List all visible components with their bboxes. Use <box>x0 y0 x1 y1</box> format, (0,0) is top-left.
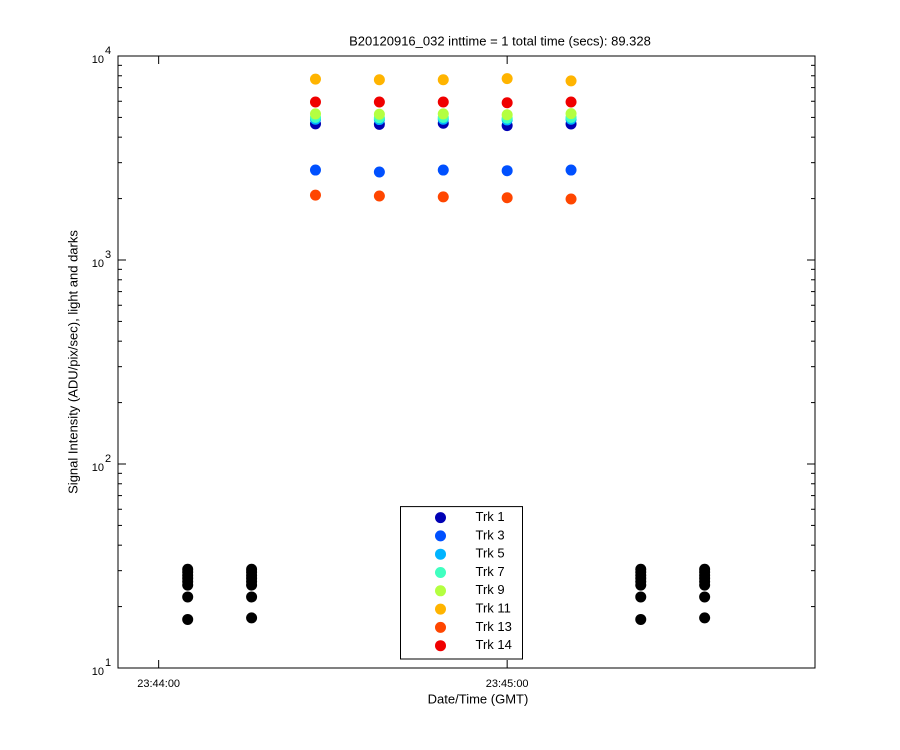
light-point <box>309 189 321 201</box>
legend-label: Trk 9 <box>476 582 505 597</box>
light-point <box>437 191 449 203</box>
legend-marker <box>435 603 446 615</box>
light-point <box>309 96 321 108</box>
chart-title: B20120916_032 inttime = 1 total time (se… <box>349 33 651 48</box>
light-point <box>373 166 385 178</box>
legend-marker <box>435 585 446 597</box>
legend-marker <box>435 567 446 578</box>
light-point <box>565 164 577 176</box>
y-axis-label: Signal Intensity (ADU/pix/sec), light an… <box>65 230 80 494</box>
light-point <box>565 108 577 120</box>
light-point <box>437 164 449 176</box>
y-tick-label: 10 <box>92 54 104 66</box>
y-tick-label: 10 <box>92 666 104 678</box>
legend-label: Trk 13 <box>476 619 512 634</box>
dark-point <box>182 579 194 591</box>
light-point <box>565 193 577 205</box>
legend-label: Trk 5 <box>476 546 505 561</box>
legend-label: Trk 11 <box>476 601 511 616</box>
x-axis-label: Date/Time (GMT) <box>428 691 529 706</box>
light-point <box>501 97 513 109</box>
light-point <box>309 73 321 85</box>
legend-label: Trk 1 <box>476 509 505 524</box>
y-tick-exponent: 3 <box>105 249 111 261</box>
legend-label: Trk 14 <box>476 637 512 652</box>
dark-point <box>635 579 647 591</box>
dark-point <box>699 612 711 624</box>
legend-box <box>400 506 523 660</box>
dark-point <box>635 591 647 603</box>
light-point <box>565 96 577 108</box>
y-tick-exponent: 2 <box>105 453 111 465</box>
x-tick-label: 23:45:00 <box>486 678 529 690</box>
y-tick-exponent: 4 <box>105 45 111 57</box>
light-point <box>501 192 513 204</box>
dark-point <box>182 613 194 625</box>
light-point <box>373 74 385 86</box>
y-tick-label: 10 <box>92 258 104 270</box>
light-point <box>373 96 385 108</box>
legend-marker <box>435 548 446 560</box>
x-tick-label: 23:44:00 <box>137 678 180 690</box>
light-point <box>501 165 513 177</box>
light-point <box>501 109 513 121</box>
legend-marker <box>435 530 446 542</box>
dark-point <box>246 612 258 624</box>
light-point <box>309 164 321 176</box>
light-point <box>565 75 577 87</box>
legend-label: Trk 7 <box>476 564 505 579</box>
legend-label: Trk 3 <box>476 527 505 542</box>
dark-point <box>246 591 258 603</box>
light-point <box>437 96 449 108</box>
light-point <box>437 108 449 120</box>
light-point <box>501 73 513 85</box>
y-tick-exponent: 1 <box>105 657 111 669</box>
light-point <box>309 108 321 120</box>
light-point <box>373 108 385 120</box>
y-tick-label: 10 <box>92 462 104 474</box>
legend-marker <box>435 640 446 652</box>
legend-marker <box>435 621 446 633</box>
dark-point <box>699 579 711 591</box>
dark-point <box>182 591 194 603</box>
dark-point <box>635 613 647 625</box>
light-point <box>373 190 385 202</box>
dark-point <box>246 579 258 591</box>
legend-marker <box>435 512 446 524</box>
light-point <box>437 74 449 86</box>
dark-point <box>699 591 711 603</box>
